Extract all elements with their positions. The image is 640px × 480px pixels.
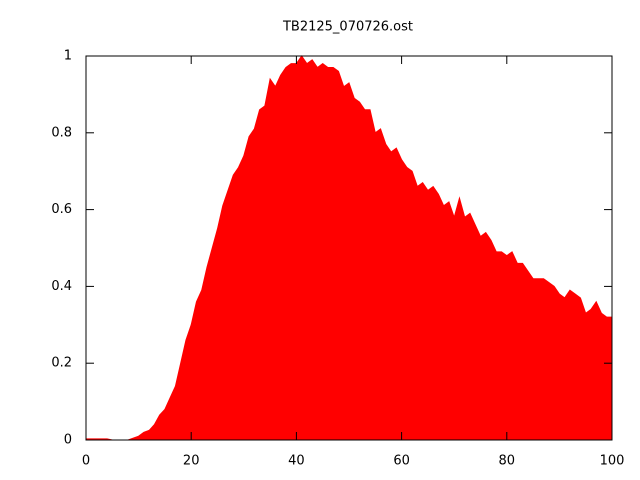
x-tick-label: 20	[183, 454, 200, 469]
x-tick-label: 100	[600, 454, 625, 469]
plot-border	[85, 55, 613, 441]
y-tick-label: 0	[64, 433, 72, 448]
y-tick-label: 1	[64, 49, 72, 64]
x-tick-label: 60	[393, 454, 410, 469]
chart-title: TB2125_070726.ost	[282, 20, 413, 35]
y-tick-label: 0.8	[51, 125, 72, 140]
y-tick-label: 0.6	[51, 202, 72, 217]
x-tick-label: 0	[82, 454, 90, 469]
area	[85, 55, 613, 441]
x-tick-label: 80	[499, 454, 516, 469]
x-tick-label: 40	[288, 454, 305, 469]
y-tick-label: 0.2	[51, 356, 72, 371]
y-tick-label: 0.4	[51, 279, 72, 294]
